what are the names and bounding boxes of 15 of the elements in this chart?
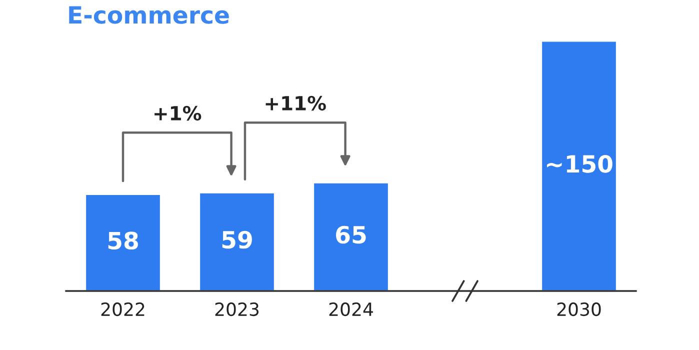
bar — [198, 192, 276, 291]
bar — [540, 41, 618, 291]
x-tick-label: 2030 — [557, 302, 601, 316]
annotation: +11% — [266, 96, 326, 111]
bar — [84, 194, 162, 291]
data-label: ~150 — [546, 154, 612, 173]
x-tick-label: 2023 — [215, 302, 259, 316]
x-tick-label: 2024 — [329, 302, 373, 316]
data-label: 65 — [336, 226, 366, 244]
data-label: 59 — [222, 230, 252, 249]
data-label: 58 — [108, 232, 138, 250]
x-tick-label: 2022 — [101, 302, 144, 316]
annotation: +1% — [154, 106, 202, 121]
chart-title: E-commerce — [69, 6, 229, 24]
bar — [312, 182, 390, 291]
